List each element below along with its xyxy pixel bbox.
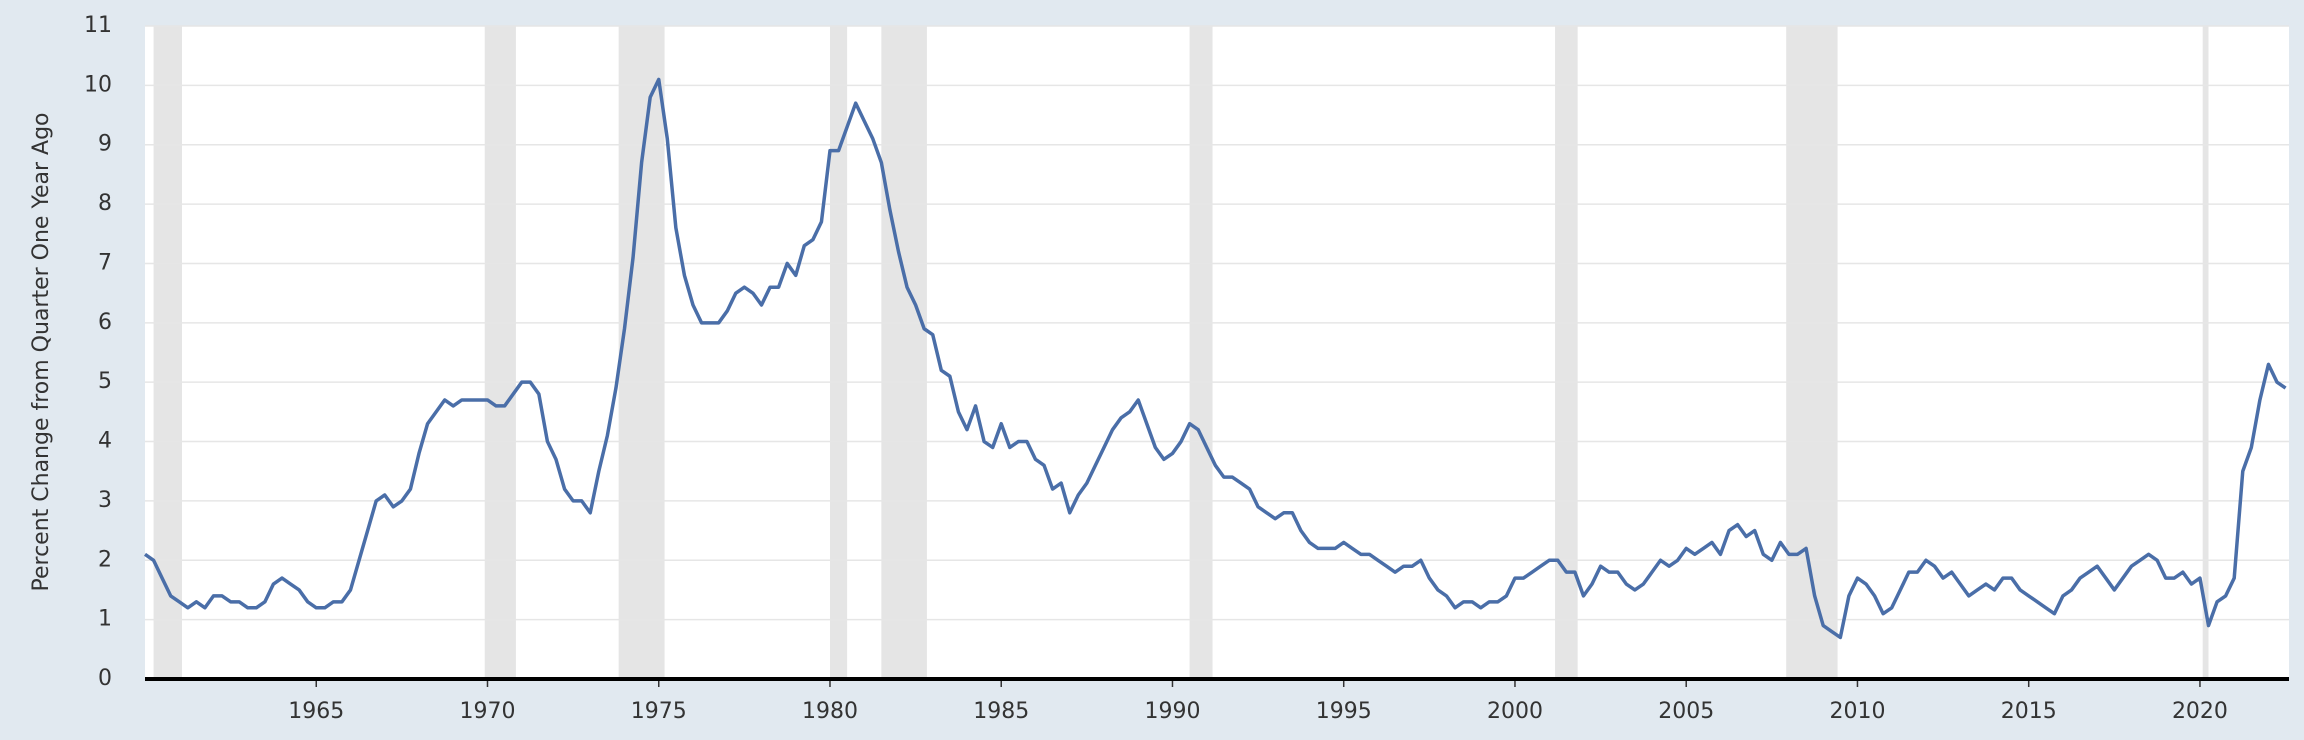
recession-band xyxy=(1555,26,1578,679)
x-tick-label: 1985 xyxy=(973,699,1029,724)
recession-band xyxy=(2202,26,2209,679)
y-tick-label: 10 xyxy=(84,72,112,97)
recession-band xyxy=(881,26,927,679)
x-tick-label: 1990 xyxy=(1144,699,1200,724)
y-tick-label: 2 xyxy=(98,547,112,572)
y-tick-label: 11 xyxy=(84,13,112,38)
x-tick-label: 1970 xyxy=(459,699,515,724)
y-axis-label: Percent Change from Quarter One Year Ago xyxy=(29,112,54,591)
y-tick-label: 5 xyxy=(98,369,112,394)
x-tick-label: 2020 xyxy=(2172,699,2228,724)
x-tick-label: 1975 xyxy=(631,699,687,724)
y-tick-label: 6 xyxy=(98,310,112,335)
recession-band xyxy=(1189,26,1213,679)
x-tick-label: 1995 xyxy=(1316,699,1372,724)
y-tick-label: 3 xyxy=(98,488,112,513)
recession-band xyxy=(618,26,665,679)
x-tick-label: 2010 xyxy=(1829,699,1885,724)
x-tick-label: 1980 xyxy=(802,699,858,724)
plot-area xyxy=(145,26,2289,679)
y-tick-label: 1 xyxy=(98,607,112,632)
recession-band xyxy=(1786,26,1838,679)
y-tick-label: 7 xyxy=(98,250,112,275)
y-tick-label: 4 xyxy=(98,429,112,454)
y-tick-label: 0 xyxy=(98,666,112,691)
x-tick-label: 2005 xyxy=(1658,699,1714,724)
data-line xyxy=(144,77,2287,640)
x-tick-label: 2015 xyxy=(2001,699,2057,724)
y-tick-label: 9 xyxy=(98,132,112,157)
recession-band xyxy=(829,26,848,679)
recession-band xyxy=(484,26,516,679)
y-tick-label: 8 xyxy=(98,191,112,216)
x-tick-label: 2000 xyxy=(1487,699,1543,724)
x-tick-label: 1965 xyxy=(288,699,344,724)
recession-band xyxy=(153,26,182,679)
